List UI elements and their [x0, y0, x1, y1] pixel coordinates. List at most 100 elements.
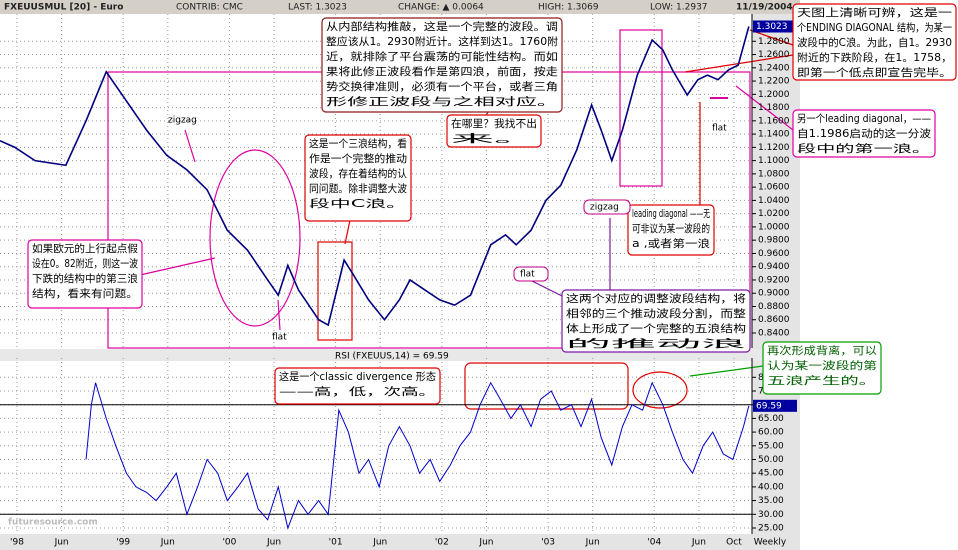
- low: LOW: 1.2937: [650, 3, 708, 13]
- annotation-line: 同问题。除非调整大波: [309, 182, 407, 195]
- annotation-line: 势交换律准则，必须有一个平台，或者三角: [326, 80, 558, 93]
- x-tick-label: Jun: [478, 538, 493, 548]
- date: 11/19/2004: [736, 3, 793, 13]
- y-tick-label: 1.0600: [758, 183, 790, 193]
- y-tick-label: 1.0400: [758, 196, 790, 206]
- y-tick-label: 1.1800: [758, 103, 790, 113]
- y-tick-label: 40.00: [758, 482, 784, 492]
- y-tick-label: 1.0000: [758, 222, 790, 232]
- annotation-line: 五浪产生的。: [767, 374, 877, 387]
- x-tick-label: Jun: [54, 538, 69, 548]
- y-tick-label: 0.9000: [758, 289, 790, 299]
- wave-label: flat: [520, 270, 535, 280]
- last-value-box: [753, 20, 797, 33]
- annotation-line: 段中的第一浪。: [797, 142, 931, 155]
- x-tick-label: Jun: [691, 538, 706, 548]
- annotation-line: 体上形成了一个完整的五浪结构: [566, 322, 746, 335]
- x-tick-label: '00: [222, 538, 236, 548]
- annotation-line: 下跌的结构中的第三浪: [32, 272, 139, 285]
- arrow: [139, 257, 216, 276]
- price-line: [85, 381, 750, 530]
- y-tick-label: 30.00: [758, 510, 784, 520]
- annotation-line: 附近的下跌阶段，在1。1758，: [797, 51, 952, 64]
- annotation-box: [321, 17, 563, 113]
- outline-rect: [464, 362, 629, 410]
- annotation-line: 果将此修正波段看作是第四浪，前面，按走: [326, 65, 559, 78]
- y-tick-label: 65.00: [758, 414, 784, 424]
- annotation-box: [627, 204, 715, 256]
- y-tick-label: 0.8400: [758, 329, 790, 339]
- wave-label: zigzag: [168, 116, 197, 126]
- annotation-line: 自1.1986启动的这一分波: [797, 127, 932, 140]
- y-tick-label: 0.9600: [758, 249, 790, 259]
- frequency-label: Weekly: [754, 538, 787, 548]
- annotation-line: 来。: [451, 133, 537, 145]
- x-axis-panel: [0, 534, 800, 550]
- x-tick-label: '99: [116, 538, 130, 548]
- label-box: [583, 199, 631, 215]
- header-bar: [0, 0, 800, 14]
- arrow: [749, 29, 794, 46]
- label-box: [513, 266, 549, 282]
- x-tick-label: '04: [647, 538, 661, 548]
- x-tick-label: Oct: [726, 538, 742, 548]
- annotation-line: 这是一个classic divergence 形态: [279, 370, 436, 383]
- annotation-line: 认为某一波段的第: [767, 359, 877, 372]
- annotation-box: [792, 109, 936, 158]
- annotation-line: 这两个对应的调整波段结构，将: [566, 292, 746, 305]
- x-tick-label: '98: [10, 538, 24, 548]
- price-line: [0, 26, 750, 327]
- outline-rect: [619, 29, 663, 187]
- y-tick-label: 0.9200: [758, 275, 790, 285]
- annotation-line: 相邻的三个推动波段分割，而整: [566, 307, 747, 320]
- y-tick-label: 35.00: [758, 496, 784, 506]
- annotation-line: 波段中的C浪。为此，自1。2930: [797, 36, 952, 49]
- annotation-line: 另一个leading diagonal，——: [797, 113, 931, 125]
- watermark: futuresource.com: [8, 518, 98, 528]
- arrow: [735, 85, 794, 131]
- annotation-line: 从内部结构推敲，这是一个完整的波段。调: [326, 20, 558, 33]
- y-tick-label: 1.2000: [758, 90, 790, 100]
- y-tick-label: 1.2400: [758, 63, 790, 73]
- annotation-line: a ,或者第一浪: [632, 237, 711, 250]
- x-tick-label: '01: [329, 538, 343, 548]
- y-tick-label: 0.9400: [758, 262, 790, 272]
- annotation-line: leading diagonal ——无: [632, 208, 710, 220]
- y-tick-label: 1.2600: [758, 50, 790, 60]
- arrow: [689, 365, 764, 377]
- y-tick-label: 1.1200: [758, 143, 790, 153]
- annotation-line: 作是一个完整的推动: [309, 152, 407, 165]
- arrow: [529, 279, 563, 297]
- last-value-label: 1.3023: [756, 22, 788, 32]
- annotation-box: [762, 341, 882, 395]
- arrow: [344, 219, 351, 245]
- annotation-line: 这是一个三浪结构，看: [309, 137, 407, 150]
- last: LAST: 1.3023: [288, 3, 347, 13]
- y-tick-label: 1.0800: [758, 169, 790, 179]
- annotation-line: 即第一个低点即宣告完毕。: [797, 66, 952, 79]
- annotation-line: 段中C浪。: [309, 197, 407, 210]
- y-tick-label: 1.1600: [758, 116, 790, 126]
- y-axis-panel: [752, 14, 800, 550]
- high: HIGH: 1.3069: [538, 3, 599, 13]
- y-tick-label: 25.00: [758, 523, 784, 533]
- annotation-line: 整应该从1。2930附近计。这样到达1。1760附: [326, 35, 559, 48]
- annotation-line: 波段，存在着结构的认: [309, 167, 407, 180]
- ellipse: [209, 149, 301, 327]
- y-tick-label: 0.9800: [758, 236, 790, 246]
- last-value-label: 69.59: [756, 401, 782, 411]
- y-tick-label: 45.00: [758, 469, 784, 479]
- wave-label: zigzag: [590, 203, 619, 213]
- wave-label: flat: [712, 124, 727, 134]
- annotation-line: 结构，看来有问题。: [32, 287, 138, 300]
- y-tick-label: 50.00: [758, 455, 784, 465]
- change: CHANGE: ▲ 0.0064: [398, 3, 484, 13]
- y-tick-label: 0.8600: [758, 315, 790, 325]
- y-tick-label: 1.1000: [758, 156, 790, 166]
- contrib: CONTRIB: CMC: [176, 3, 243, 13]
- annotation-line: 再次形成背离，可以: [767, 344, 878, 357]
- annotation-line: 的推动浪: [566, 337, 748, 350]
- annotation-box: [446, 114, 542, 148]
